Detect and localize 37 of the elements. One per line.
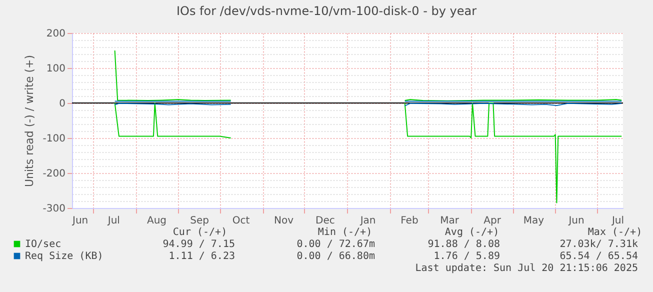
- y-tick-label: 200: [46, 28, 66, 40]
- text: 1.11 / 6.23: [168, 251, 235, 262]
- x-tick-label: Aug: [146, 216, 167, 226]
- text: Max (-/+): [588, 227, 642, 238]
- text: 0.00 / 72.67m: [296, 239, 375, 250]
- text: 27.03k/ 7.31k: [560, 239, 638, 250]
- x-tick-label: Apr: [484, 216, 502, 226]
- y-tick-label: -100: [42, 134, 66, 144]
- text: 91.88 / 8.08: [428, 239, 500, 250]
- x-tick-label: Mar: [440, 216, 460, 226]
- y-tick-label: -200: [42, 168, 66, 180]
- legend-label: Req Size (KB): [25, 251, 104, 262]
- text: Min (-/+): [318, 227, 372, 238]
- text: Last update: Sun Jul 20 21:15:06 2025: [415, 263, 638, 274]
- legend-label: IO/sec: [25, 239, 62, 250]
- text: 0.00 / 66.80m: [296, 251, 375, 262]
- x-tick-label: Jun: [72, 216, 88, 226]
- y-tick-label: 100: [46, 64, 66, 74]
- y-tick-label: 0: [59, 98, 66, 110]
- text: Cur (-/+): [172, 227, 228, 238]
- text: 65.54 / 65.54: [560, 251, 638, 262]
- text: 1.76 / 5.89: [434, 251, 500, 262]
- x-tick-label: Feb: [400, 216, 418, 226]
- text: Avg (-/+): [444, 227, 500, 238]
- x-tick-label: Jul: [610, 216, 624, 226]
- y-axis-title: Units read (-) / write (+): [22, 54, 36, 188]
- y-tick-label: -300: [42, 204, 66, 214]
- x-tick-label: Jul: [106, 216, 120, 226]
- x-tick-label: Nov: [274, 216, 294, 226]
- x-tick-label: Jan: [359, 216, 376, 226]
- chart-title: IOs for /dev/vds-nvme-10/vm-100-disk-0 - by year: [176, 4, 477, 18]
- text: 94.99 / 7.15: [162, 239, 235, 250]
- x-tick-label: May: [523, 216, 544, 226]
- x-tick-label: Jun: [568, 216, 584, 226]
- x-tick-label: Oct: [232, 216, 250, 226]
- x-tick-label: Sep: [190, 216, 209, 226]
- x-tick-label: Dec: [316, 216, 335, 226]
